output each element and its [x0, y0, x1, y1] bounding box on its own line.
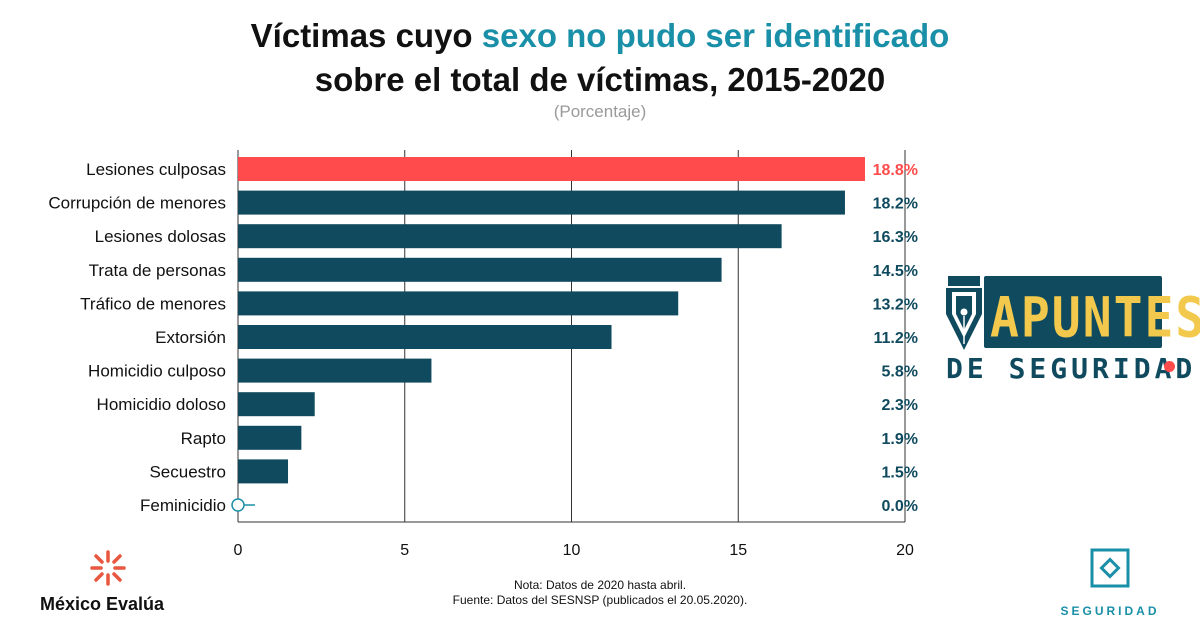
- apuntes-de-seguridad-logo: APUNTES DE SEGURIDAD: [940, 270, 1200, 390]
- chart-title-line2: sobre el total de víctimas, 2015-2020: [314, 61, 886, 98]
- zero-marker-point: [231, 498, 245, 512]
- title-part1: Víctimas cuyo: [250, 17, 482, 54]
- seguridad-label: SEGURIDAD: [1060, 604, 1160, 618]
- seguridad-diamond-icon: [1090, 548, 1130, 588]
- fountain-pen-nib-icon: [946, 276, 982, 350]
- value-label: 13.2%: [873, 296, 918, 313]
- category-label: Rapto: [181, 429, 226, 448]
- chart-subtitle: (Porcentaje): [553, 102, 647, 121]
- x-tick-label: 15: [729, 542, 747, 559]
- apuntes-wordmark: APUNTES: [990, 285, 1200, 351]
- bar: [238, 425, 302, 450]
- value-label: 11.2%: [874, 330, 918, 347]
- category-label: Secuestro: [149, 462, 226, 481]
- bar: [238, 257, 722, 282]
- red-dot-icon: [1164, 361, 1175, 372]
- category-label: Feminicidio: [140, 496, 226, 515]
- value-label: 18.8%: [873, 162, 918, 179]
- title-highlight: sexo no pudo ser identificado: [481, 17, 950, 54]
- category-label: Lesiones dolosas: [95, 227, 226, 246]
- x-tick-label: 0: [234, 542, 243, 559]
- value-label: 1.9%: [882, 431, 918, 448]
- bar: [238, 291, 679, 316]
- apuntes-box: [984, 276, 1162, 348]
- mexico-evalua-emblem-icon: [90, 550, 126, 586]
- seguridad-logo: SEGURIDAD: [1060, 548, 1170, 618]
- value-label: 18.2%: [873, 196, 918, 213]
- value-label: 14.5%: [873, 263, 918, 280]
- bar: [238, 325, 612, 349]
- bar: [238, 358, 432, 383]
- value-label: 16.3%: [873, 229, 918, 246]
- mexico-evalua-name: México Evalúa: [40, 594, 165, 614]
- bar: [238, 392, 315, 417]
- category-label: Homicidio doloso: [97, 395, 226, 414]
- bar: [238, 224, 782, 249]
- source-line: Fuente: Datos del SESNSP (publicados el …: [452, 593, 748, 607]
- bar: [238, 190, 845, 215]
- de-seguridad-wordmark: DE SEGURIDAD: [946, 352, 1197, 385]
- category-label: Extorsión: [155, 328, 226, 347]
- category-label: Corrupción de menores: [48, 194, 226, 213]
- value-label: 0.0%: [882, 498, 918, 515]
- note-line: Nota: Datos de 2020 hasta abril.: [513, 578, 687, 592]
- category-label: Trata de personas: [89, 261, 226, 280]
- x-tick-label: 10: [563, 542, 581, 559]
- mexico-evalua-logo: México Evalúa: [40, 548, 180, 618]
- category-label: Tráfico de menores: [80, 294, 226, 313]
- value-label: 2.3%: [882, 397, 918, 414]
- value-label: 5.8%: [882, 364, 918, 381]
- bar: [238, 157, 865, 181]
- category-label: Homicidio culposo: [88, 362, 226, 381]
- x-tick-label: 20: [896, 542, 914, 559]
- x-tick-label: 5: [400, 542, 409, 559]
- value-label: 1.5%: [882, 464, 918, 481]
- category-label: Lesiones culposas: [86, 160, 226, 179]
- chart-title-line1: Víctimas cuyo sexo no pudo ser identific…: [0, 16, 1200, 56]
- bar: [238, 459, 289, 484]
